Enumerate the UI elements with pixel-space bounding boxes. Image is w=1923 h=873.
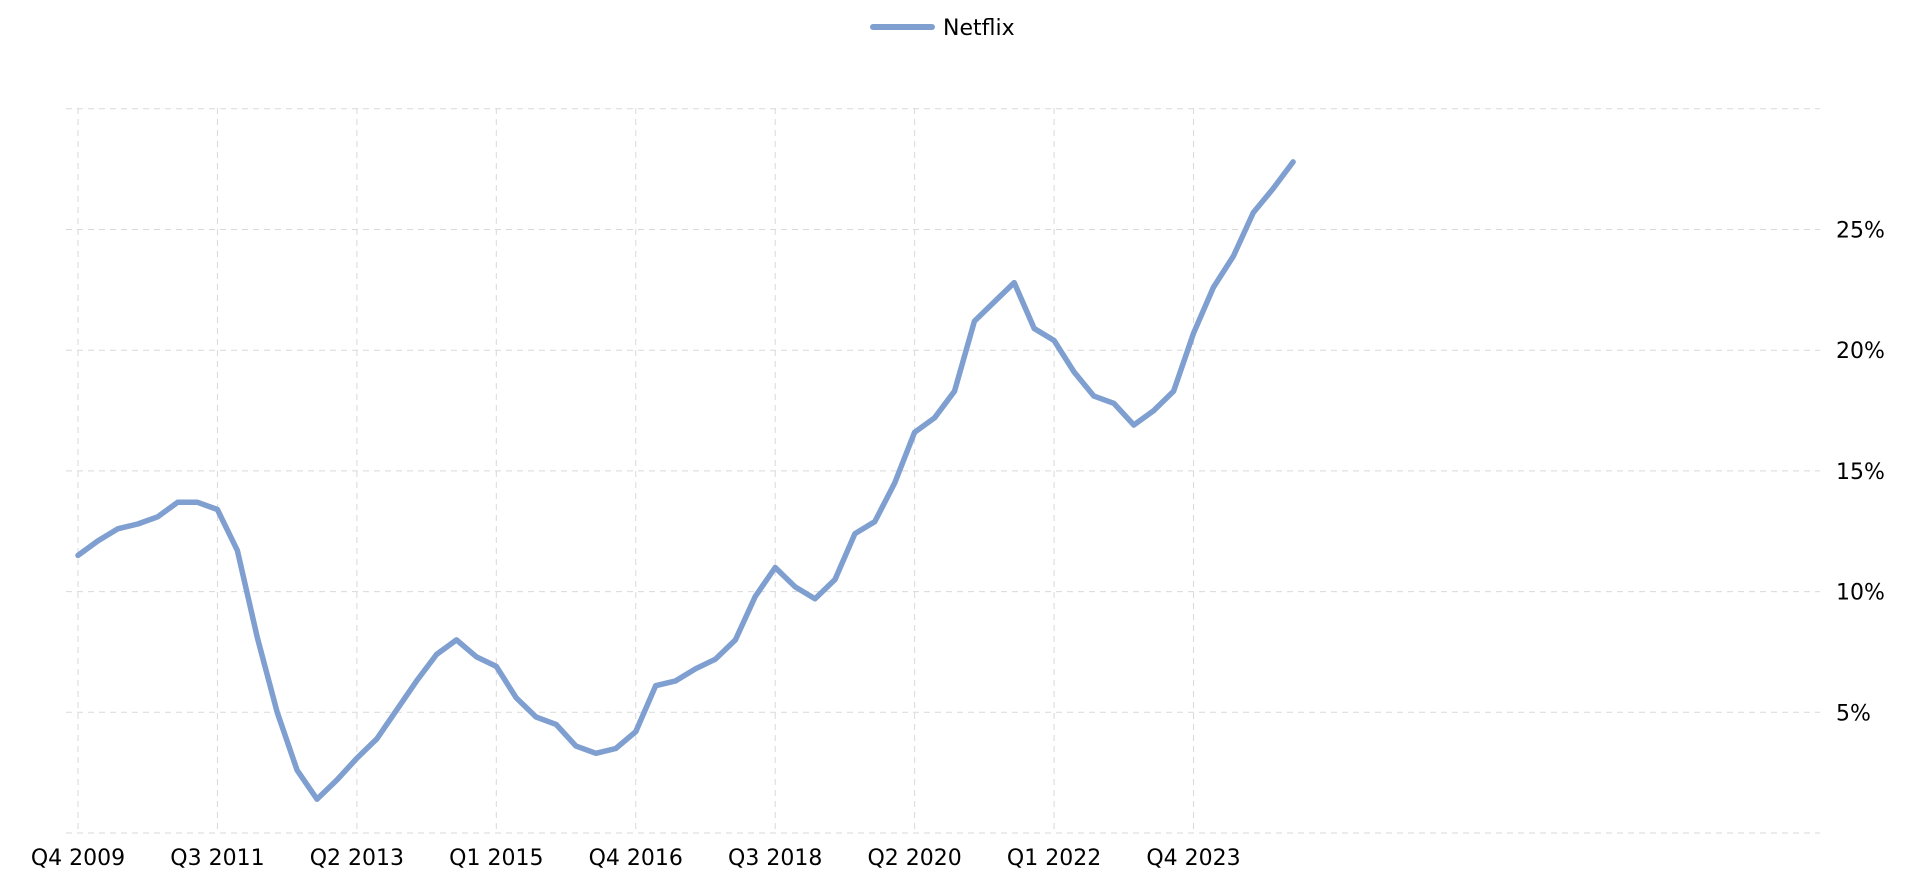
y-tick-label: 5% <box>1836 701 1871 726</box>
y-axis-tick-labels: 5% 10% 15% 20% 25% <box>1836 219 1885 727</box>
y-tick-label: 25% <box>1836 219 1885 244</box>
y-tick-label: 10% <box>1836 581 1885 606</box>
y-tick-label: 15% <box>1836 460 1885 485</box>
x-tick-label: Q4 2016 <box>589 846 683 871</box>
x-tick-label: Q4 2023 <box>1146 846 1240 871</box>
x-tick-label: Q1 2015 <box>449 846 543 871</box>
x-tick-label: Q1 2022 <box>1007 846 1101 871</box>
x-tick-label: Q3 2011 <box>170 846 264 871</box>
y-tick-label: 20% <box>1836 339 1885 364</box>
series-line-netflix <box>75 159 1296 802</box>
x-tick-label: Q2 2013 <box>310 846 404 871</box>
horizontal-gridlines <box>66 108 1820 834</box>
x-tick-label: Q2 2020 <box>867 846 961 871</box>
x-axis-tick-labels: Q4 2009 Q3 2011 Q2 2013 Q1 2015 Q4 2016 Q3 20… <box>31 846 1241 871</box>
x-tick-label: Q4 2009 <box>31 846 125 871</box>
legend-label-netflix: Netflix <box>943 16 1015 41</box>
legend: Netflix <box>870 16 1015 41</box>
series-layer <box>75 159 1296 802</box>
x-tick-label: Q3 2018 <box>728 846 822 871</box>
